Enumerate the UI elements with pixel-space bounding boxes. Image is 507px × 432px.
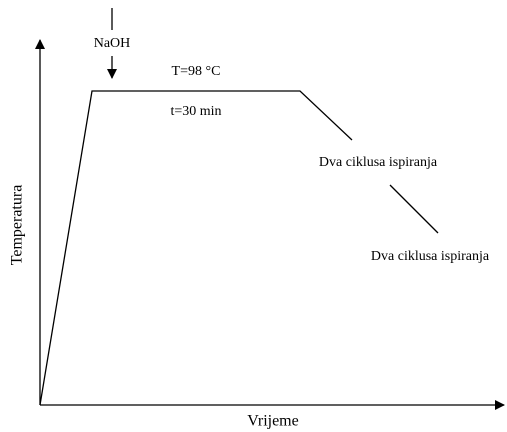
x-axis-label: Vrijeme <box>247 413 298 430</box>
rinse-segment <box>389 184 439 234</box>
step-label: Dva ciklusa ispiranja <box>371 249 490 264</box>
step-label: Dva ciklusa ispiranja <box>319 155 438 170</box>
temperature-profile <box>39 90 353 406</box>
temperature-label: T=98 °C <box>172 64 221 79</box>
duration-label: t=30 min <box>170 104 221 119</box>
reagent-label: NaOH <box>94 36 131 51</box>
y-axis-label: Temperatura <box>9 185 26 266</box>
